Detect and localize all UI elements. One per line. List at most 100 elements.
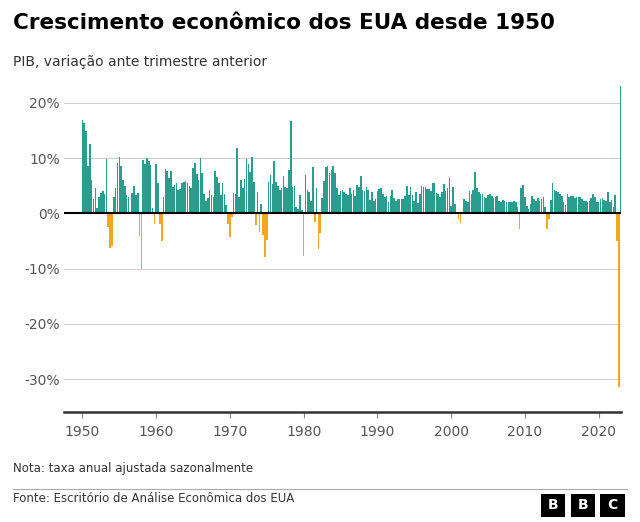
Bar	[376, 191, 378, 213]
Bar	[401, 199, 402, 213]
Bar	[266, 213, 268, 240]
Bar	[432, 183, 433, 213]
Bar	[620, 29, 621, 213]
Bar	[97, 208, 98, 213]
Bar	[303, 213, 305, 256]
Bar	[89, 144, 91, 213]
Bar	[604, 200, 605, 213]
Bar	[616, 213, 618, 241]
Bar	[294, 186, 295, 213]
Bar	[253, 182, 255, 213]
Bar	[104, 194, 106, 213]
Bar	[602, 198, 603, 213]
Bar	[484, 197, 485, 213]
Bar	[242, 188, 244, 213]
Bar	[216, 177, 218, 213]
Bar	[325, 168, 326, 213]
Bar	[91, 180, 92, 213]
Bar	[522, 185, 524, 213]
Bar	[200, 158, 201, 213]
Bar	[365, 187, 367, 213]
Bar	[244, 179, 246, 213]
Bar	[415, 192, 417, 213]
Bar	[202, 173, 203, 213]
Bar	[141, 213, 142, 269]
Text: Crescimento econômico dos EUA desde 1950: Crescimento econômico dos EUA desde 1950	[13, 13, 555, 33]
Bar	[143, 160, 144, 213]
Bar	[225, 205, 227, 213]
Bar	[164, 169, 166, 213]
Bar	[369, 200, 371, 213]
Bar	[259, 213, 260, 232]
Bar	[566, 194, 568, 213]
Bar	[388, 201, 389, 213]
Bar	[384, 197, 386, 213]
Bar	[563, 201, 564, 213]
Bar	[422, 187, 424, 213]
Bar	[413, 201, 415, 213]
Bar	[262, 213, 264, 235]
Bar	[412, 195, 413, 213]
Bar	[491, 196, 493, 213]
Bar	[308, 192, 310, 213]
Bar	[360, 176, 362, 213]
Bar	[476, 188, 478, 213]
Bar	[246, 159, 247, 213]
Bar	[487, 195, 489, 213]
Bar	[504, 200, 506, 213]
Bar	[358, 187, 360, 213]
Bar	[108, 213, 109, 227]
Bar	[133, 186, 135, 213]
Bar	[495, 197, 496, 213]
Bar	[87, 167, 89, 213]
Bar	[288, 170, 290, 213]
Bar	[428, 189, 430, 213]
Bar	[212, 197, 214, 213]
Bar	[310, 201, 312, 213]
Bar	[277, 186, 278, 213]
Bar	[469, 191, 470, 213]
Bar	[240, 180, 242, 213]
Bar	[248, 164, 249, 213]
Bar	[115, 188, 116, 213]
Bar	[205, 200, 207, 213]
Bar	[353, 190, 355, 213]
Bar	[614, 195, 616, 213]
Bar	[585, 201, 587, 213]
Bar	[120, 166, 122, 213]
Bar	[319, 213, 321, 233]
Bar	[605, 200, 607, 213]
Bar	[327, 167, 328, 213]
Bar	[349, 188, 351, 213]
Text: PIB, variação ante trimestre anterior: PIB, variação ante trimestre anterior	[13, 55, 267, 69]
Bar	[513, 201, 515, 213]
Bar	[281, 188, 282, 213]
Bar	[221, 183, 223, 213]
Bar	[286, 188, 288, 213]
Bar	[214, 171, 216, 213]
Bar	[255, 213, 257, 225]
Bar	[482, 194, 483, 213]
Bar	[298, 209, 299, 213]
Bar	[478, 192, 479, 213]
Bar	[618, 213, 620, 387]
Bar	[426, 189, 428, 213]
Bar	[209, 189, 211, 213]
Bar	[102, 191, 104, 213]
Bar	[445, 191, 447, 213]
Bar	[129, 211, 131, 213]
Bar	[600, 199, 602, 213]
Bar	[116, 163, 118, 213]
Bar	[609, 202, 611, 213]
Bar	[312, 168, 314, 213]
Bar	[163, 197, 164, 213]
Bar	[223, 194, 225, 213]
Bar	[189, 186, 190, 213]
Bar	[493, 198, 494, 213]
Bar	[515, 201, 516, 213]
Bar	[404, 196, 406, 213]
Bar	[557, 192, 559, 213]
Bar	[207, 198, 209, 213]
Bar	[347, 195, 349, 213]
Bar	[596, 201, 598, 213]
